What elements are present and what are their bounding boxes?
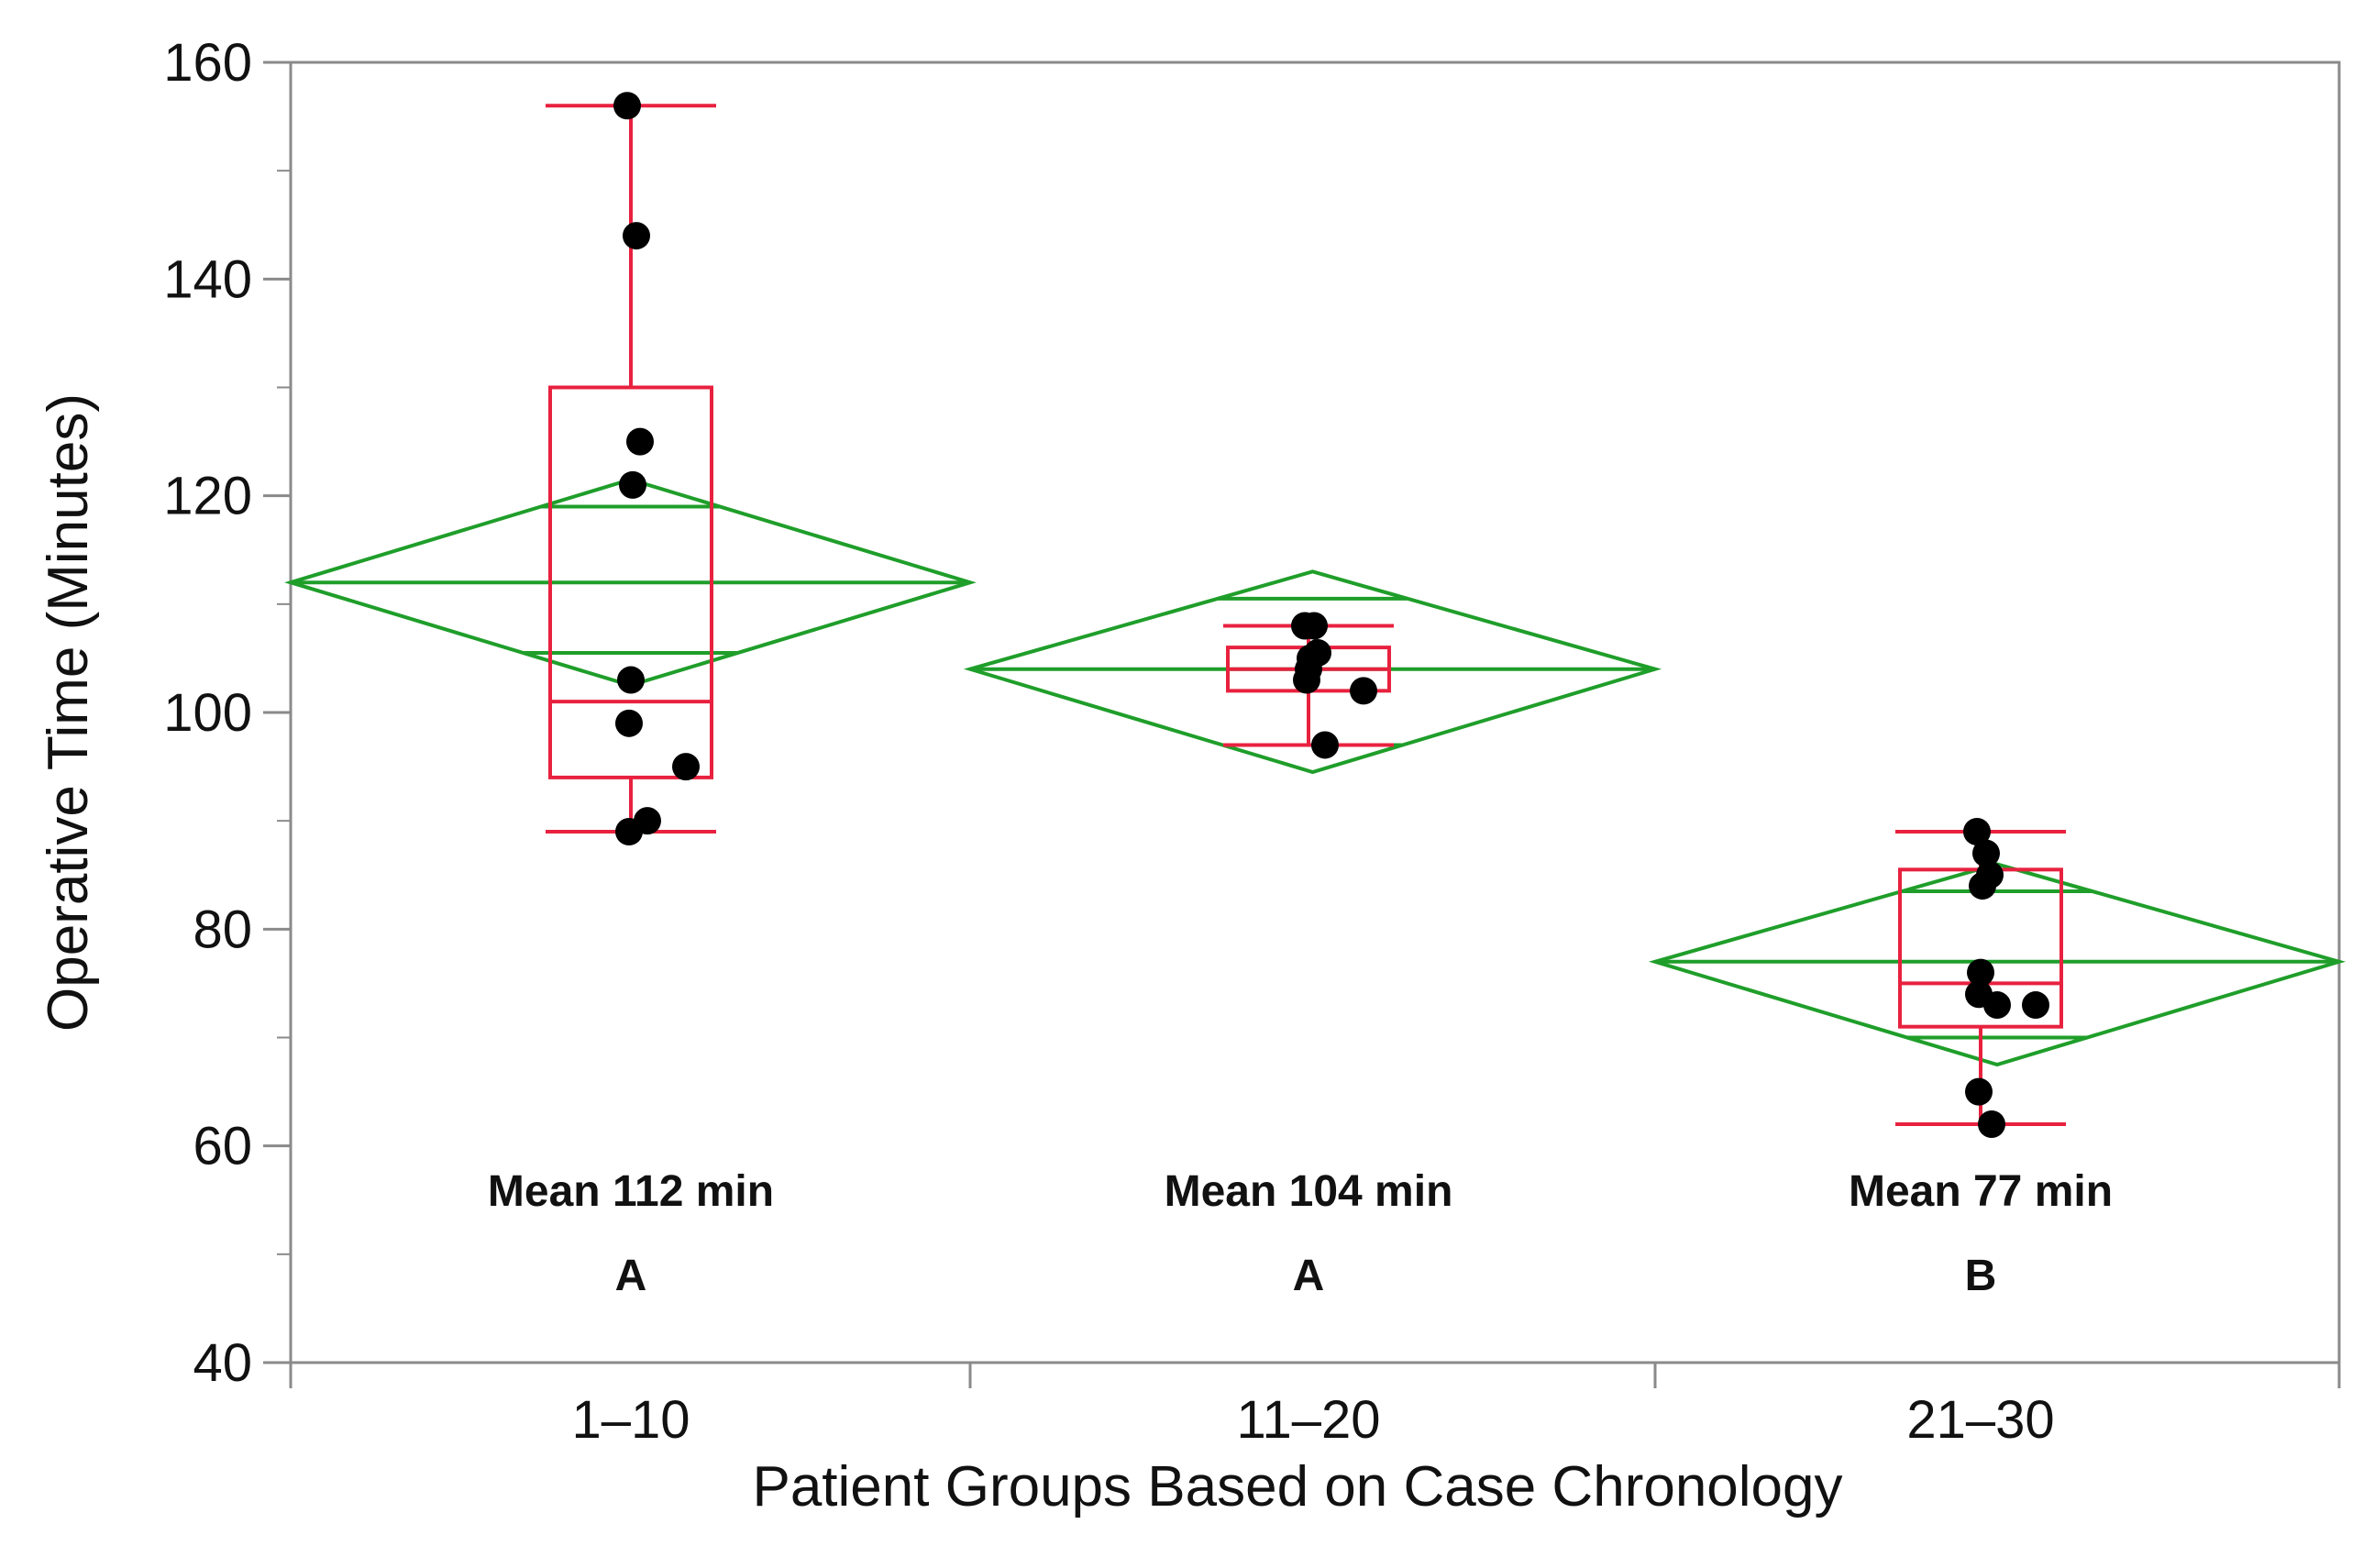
box-iqr-1: [548, 385, 713, 779]
data-point: [1969, 872, 1996, 900]
data-point: [613, 92, 641, 120]
data-point: [626, 427, 654, 456]
data-point: [1978, 1110, 2005, 1139]
y-axis: 40 60 80 100 120 140 160: [163, 33, 291, 1393]
data-point: [1983, 991, 2011, 1020]
data-point: [1300, 612, 1328, 640]
group-letter-1: A: [615, 1252, 647, 1300]
y-tick-label-140: 140: [163, 249, 252, 309]
group-letter-2: A: [1293, 1252, 1325, 1300]
y-tick-label-40: 40: [193, 1333, 252, 1393]
mean-label-1: Mean 112 min: [488, 1167, 774, 1216]
data-point: [619, 470, 646, 499]
group-letter-3: B: [1965, 1252, 1997, 1300]
x-tick-label-1: 1–10: [571, 1390, 690, 1450]
data-point: [615, 709, 643, 737]
x-tick-label-3: 21–30: [1906, 1390, 2054, 1450]
y-tick-label-60: 60: [193, 1117, 252, 1176]
mean-label-3: Mean 77 min: [1849, 1167, 2113, 1216]
data-point: [1963, 817, 1991, 845]
data-point: [1311, 731, 1339, 759]
group-annotations: Mean 112 min A Mean 104 min A Mean 77 min B: [488, 1167, 2113, 1300]
data-point: [1967, 958, 1994, 987]
data-point: [1972, 839, 2000, 867]
data-point: [2022, 991, 2049, 1020]
mean-label-2: Mean 104 min: [1165, 1167, 1453, 1216]
x-axis-title: Patient Groups Based on Case Chronology: [752, 1455, 1842, 1518]
y-axis-title: Operative Time (Minutes): [37, 393, 100, 1032]
data-point: [1350, 677, 1377, 705]
y-tick-label-100: 100: [163, 683, 252, 743]
data-point: [623, 222, 650, 250]
y-tick-label-120: 120: [163, 467, 252, 526]
data-points: [613, 92, 2049, 1139]
y-tick-label-160: 160: [163, 33, 252, 93]
data-point: [617, 666, 645, 694]
y-tick-label-80: 80: [193, 900, 252, 959]
data-point: [1293, 666, 1320, 694]
x-tick-label-2: 11–20: [1237, 1390, 1381, 1450]
x-axis: 1–10 11–20 21–30: [289, 1363, 2341, 1450]
data-point: [615, 817, 643, 845]
data-point: [1965, 1077, 1993, 1106]
data-point: [672, 753, 700, 781]
